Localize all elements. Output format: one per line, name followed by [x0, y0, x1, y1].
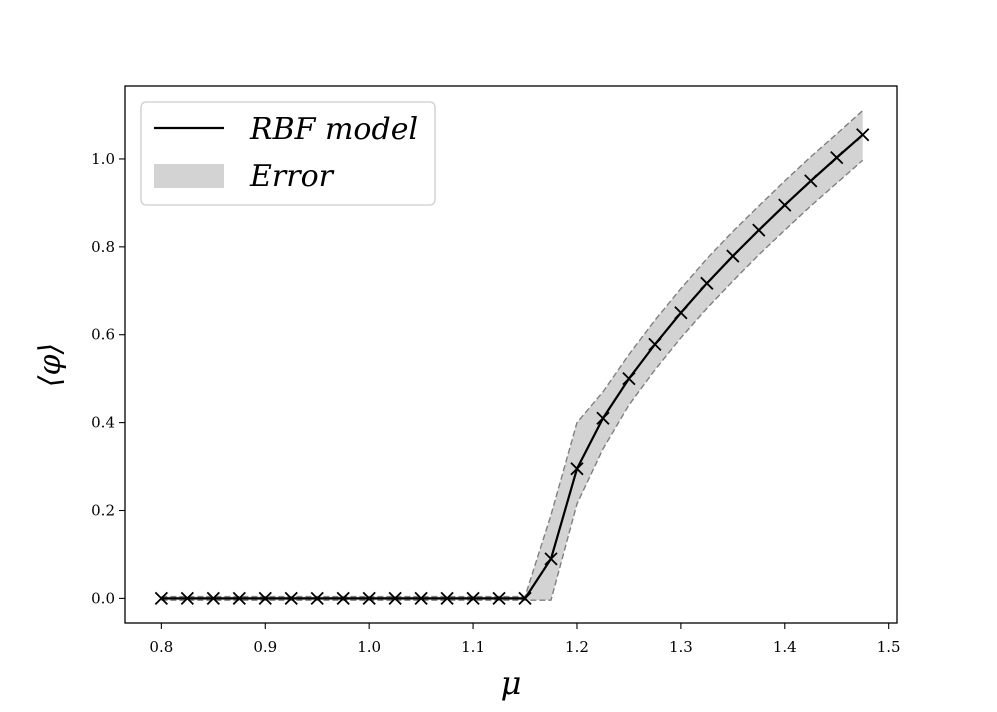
data-point-marker — [284, 591, 298, 606]
legend: RBF model Error — [140, 101, 436, 206]
data-point-marker — [804, 174, 818, 188]
y-tick-label: 1.0 — [91, 150, 115, 168]
data-point-marker — [466, 591, 480, 606]
data-point-marker — [544, 552, 558, 566]
data-point-marker — [362, 591, 376, 606]
line-layer — [161, 133, 864, 600]
data-point-marker — [570, 462, 584, 476]
y-tick-label: 0.6 — [91, 326, 115, 344]
legend-label-band: Error — [249, 159, 335, 194]
data-point-marker — [310, 591, 324, 606]
error-band-upper-edge — [161, 110, 864, 598]
data-point-marker — [388, 591, 402, 606]
data-point-marker — [752, 223, 766, 237]
x-tick-label: 0.9 — [253, 638, 277, 656]
data-point-marker — [440, 591, 454, 606]
data-point-marker — [830, 150, 844, 165]
data-point-marker — [726, 249, 740, 263]
data-point-marker — [648, 337, 662, 352]
data-point-marker — [154, 591, 169, 606]
error-band-layer — [161, 110, 864, 601]
data-point-marker — [596, 411, 610, 425]
y-tick-label: 0.2 — [91, 502, 115, 520]
x-tick-label: 1.5 — [877, 638, 901, 656]
data-point-marker — [232, 591, 246, 606]
data-point-marker — [336, 591, 350, 606]
x-tick-label: 1.4 — [773, 638, 797, 656]
rbf-model-line — [161, 133, 864, 600]
data-point-marker — [674, 306, 688, 320]
data-point-marker — [622, 372, 636, 386]
legend-band-swatch — [154, 164, 224, 188]
x-axis-label: μ — [501, 664, 522, 702]
data-point-marker — [700, 276, 714, 290]
data-point-marker — [180, 591, 194, 606]
data-point-marker — [206, 591, 220, 606]
legend-label-line: RBF model — [249, 112, 418, 147]
data-point-marker — [414, 591, 428, 606]
y-tick-label: 0.8 — [91, 238, 115, 256]
x-tick-label: 1.2 — [565, 638, 589, 656]
x-tick-label: 1.1 — [461, 638, 485, 656]
data-point-marker — [778, 198, 792, 212]
x-tick-label: 0.8 — [149, 638, 173, 656]
y-tick-label: 0.4 — [91, 414, 115, 432]
data-point-marker — [492, 591, 506, 606]
x-axis-ticks: 0.8 0.9 1.0 1.1 1.2 1.3 1.4 1.5 — [149, 623, 901, 656]
data-point-marker — [258, 591, 272, 606]
y-tick-label: 0.0 — [91, 589, 115, 607]
y-axis-ticks: 0.0 0.2 0.4 0.6 0.8 1.0 — [91, 150, 125, 607]
y-axis-label: ⟨φ⟩ — [33, 343, 68, 387]
data-point-marker — [518, 591, 532, 606]
marker-layer — [154, 128, 870, 606]
x-tick-label: 1.0 — [357, 638, 381, 656]
data-point-marker — [856, 128, 870, 142]
plot-frame — [124, 85, 898, 624]
x-tick-label: 1.3 — [669, 638, 693, 656]
